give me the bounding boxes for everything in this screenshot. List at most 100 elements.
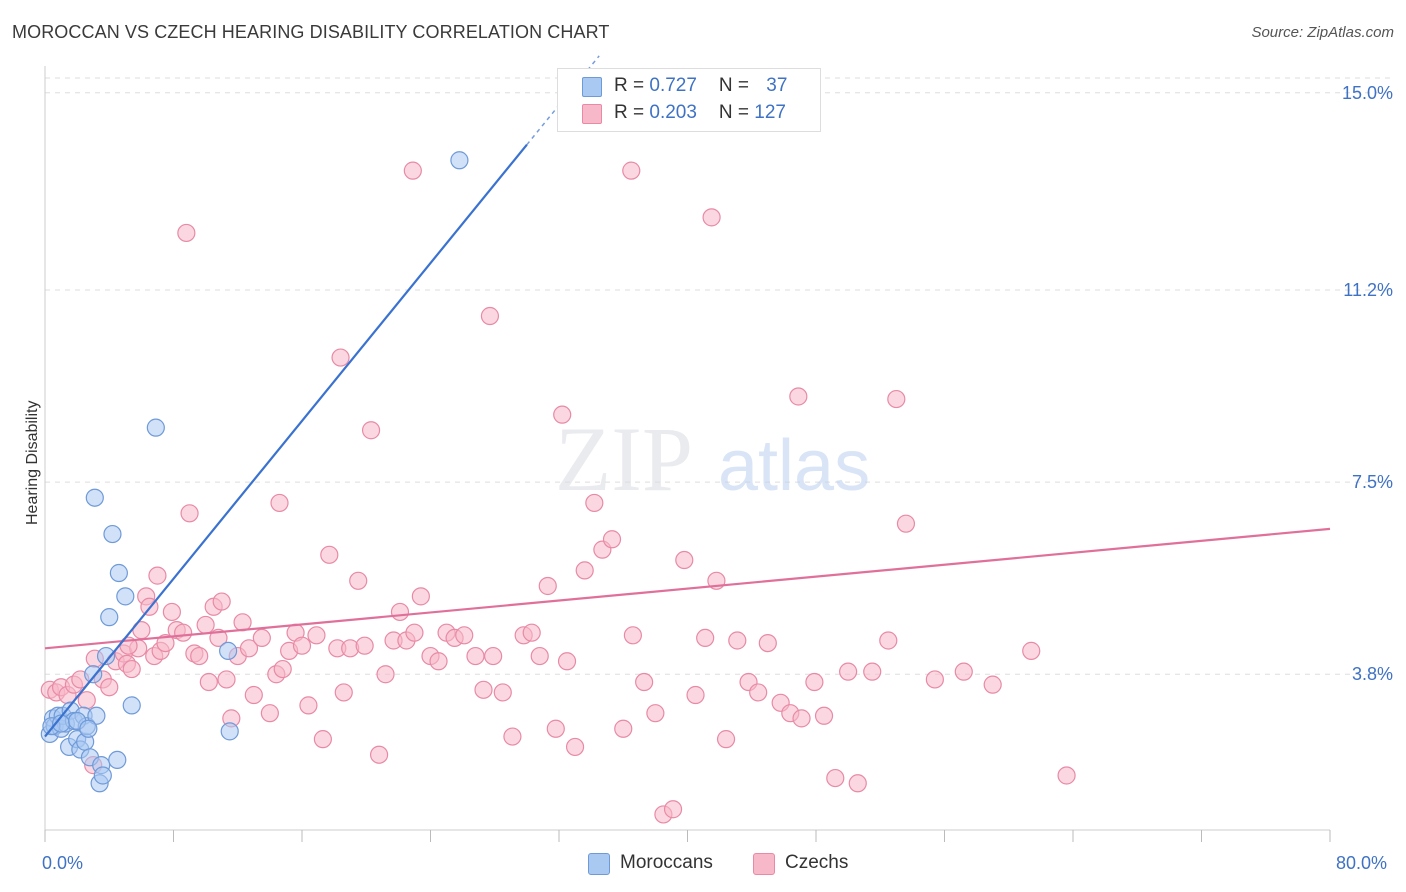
legend-r-label: R = (614, 75, 650, 96)
czechs-point-68 (466, 646, 485, 666)
czechs-point-13 (122, 659, 141, 679)
czechs-point-109 (896, 514, 916, 533)
czechs-point-110 (925, 670, 944, 689)
czechs-point-28 (196, 615, 215, 635)
czechs-point-22 (162, 602, 181, 622)
legend-n-value: 37 (766, 75, 788, 96)
czechs-point-103 (814, 706, 834, 725)
czechs-point-33 (217, 670, 236, 689)
czechs-point-46 (299, 696, 318, 715)
czechs-point-51 (334, 683, 353, 702)
czechs-point-38 (244, 685, 263, 705)
czechs-point-111 (954, 662, 973, 681)
legend-swatch-czechs (582, 104, 602, 124)
moroccans-trend-line (44, 143, 528, 738)
czechs-point-86 (635, 672, 654, 692)
czechs-point-119 (331, 348, 350, 367)
czechs-point-81 (585, 493, 604, 513)
y-tick-label-2: 11.2% (1343, 280, 1393, 300)
legend-n-label: N = (718, 102, 755, 123)
czechs-point-75 (530, 646, 549, 666)
czechs-point-25 (180, 504, 199, 523)
czechs-point-121 (480, 306, 500, 326)
bottom-legend-swatch-moroccans (588, 853, 610, 875)
moroccans-points (40, 151, 469, 793)
czechs-point-70 (484, 646, 503, 666)
moroccans-point-16 (84, 665, 103, 684)
x-tick-label-max: 80.0% (1336, 853, 1388, 873)
moroccans-point-24 (108, 750, 127, 770)
czechs-point-92 (696, 628, 715, 648)
czechs-point-98 (758, 633, 777, 653)
czechs-point-90 (675, 550, 694, 570)
czechs-point-54 (355, 636, 374, 655)
czechs-point-53 (349, 571, 368, 590)
czechs-point-79 (565, 737, 585, 757)
legend-n-label: N = (718, 75, 755, 96)
czechs-point-24 (174, 623, 193, 642)
czechs-point-40 (260, 704, 279, 723)
czechs-point-89 (663, 800, 683, 819)
czechs-point-101 (792, 709, 811, 728)
czechs-point-120 (403, 161, 422, 180)
czechs-point-125 (789, 387, 808, 406)
bottom-legend-swatch-czechs (753, 853, 775, 875)
czechs-point-37 (239, 639, 259, 658)
czechs-point-48 (313, 730, 332, 749)
czechs-point-106 (848, 774, 867, 793)
czechs-point-27 (190, 646, 209, 666)
source-label: Source: ZipAtlas.com (1251, 24, 1394, 41)
moroccans-point-20 (93, 766, 112, 785)
czechs-point-72 (503, 727, 522, 746)
czechs-point-49 (320, 545, 339, 564)
watermark: ZIP atlas (555, 408, 870, 510)
czechs-point-105 (839, 662, 858, 681)
y-tick-label-1: 7.5% (1352, 472, 1393, 492)
czechs-point-56 (370, 745, 389, 764)
y-tick-label-0: 3.8% (1352, 664, 1393, 684)
bottom-legend-label-czechs: Czechs (785, 852, 849, 873)
czechs-point-117 (177, 223, 196, 243)
moroccans-point-29 (219, 641, 238, 660)
legend-r-value: 0.203 (649, 102, 697, 123)
czechs-point-108 (879, 631, 898, 650)
x-tick-label-min: 0.0% (42, 853, 84, 873)
czechs-point-62 (411, 587, 430, 606)
trend-lines (44, 55, 1331, 738)
czechs-point-104 (826, 768, 845, 788)
czechs-point-80 (575, 561, 594, 580)
y-tick-label-3: 15.0% (1342, 83, 1393, 103)
czechs-point-85 (623, 626, 642, 645)
czechs-point-122 (553, 405, 572, 424)
czechs-point-84 (614, 719, 633, 738)
czechs-point-29 (199, 672, 218, 692)
moroccans-point-30 (220, 722, 239, 741)
czechs-point-118 (270, 493, 289, 513)
czechs-point-87 (646, 704, 665, 723)
czechs-point-69 (474, 680, 493, 699)
czechs-point-91 (686, 685, 705, 705)
czechs-point-19 (148, 566, 167, 585)
correlation-legend: R = 0.727 N = 37 R = 0.203 N = 127 (557, 68, 821, 132)
moroccans-point-31 (450, 151, 469, 170)
moroccans-point-17 (87, 706, 106, 725)
czechs-point-32 (212, 592, 231, 611)
legend-swatch-moroccans (582, 77, 602, 97)
legend-stats-moroccans: R = 0.727 N = 37 (614, 75, 787, 97)
watermark-atlas: atlas (718, 426, 870, 506)
czechs-point-78 (557, 652, 577, 671)
moroccans-point-26 (116, 587, 135, 606)
chart-title: MOROCCAN VS CZECH HEARING DISABILITY COR… (12, 22, 610, 42)
bottom-legend-label-moroccans: Moroccans (620, 852, 713, 873)
czechs-point-95 (728, 631, 747, 650)
czechs-trend-line (44, 527, 1331, 650)
czechs-point-126 (887, 389, 906, 409)
czechs-point-83 (602, 530, 622, 549)
moroccans-point-25 (109, 563, 128, 583)
czechs-point-9 (100, 678, 119, 697)
watermark-zip: ZIP (555, 408, 693, 510)
moroccans-point-23 (103, 524, 122, 544)
czechs-point-113 (1022, 641, 1041, 660)
czechs-point-114 (1057, 766, 1076, 785)
legend-n-value: 127 (754, 102, 786, 123)
